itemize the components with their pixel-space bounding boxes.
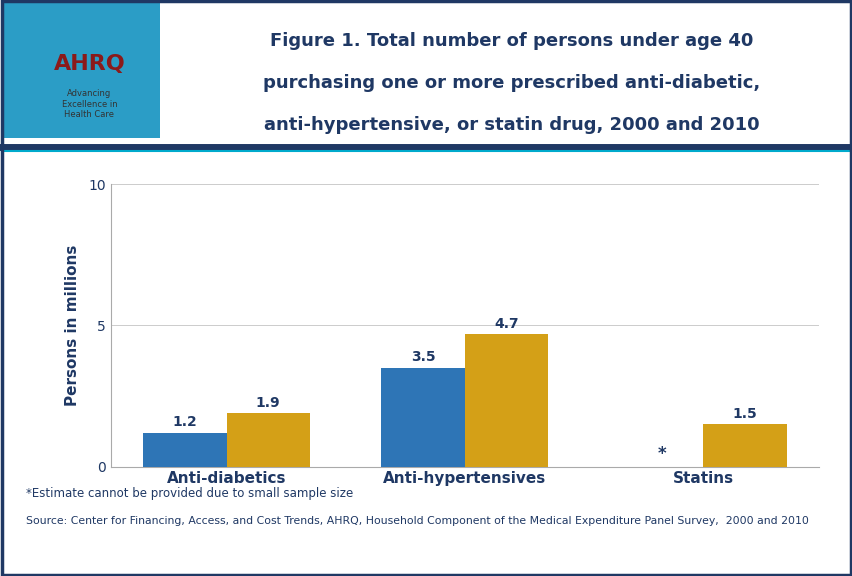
Text: purchasing one or more prescribed anti-diabetic,: purchasing one or more prescribed anti-d… — [263, 74, 759, 92]
Text: Figure 1. Total number of persons under age 40: Figure 1. Total number of persons under … — [270, 32, 752, 50]
Bar — [702, 424, 786, 467]
Bar — [381, 368, 464, 467]
Bar — [143, 433, 227, 467]
Text: 4.7: 4.7 — [493, 317, 518, 331]
Bar — [464, 334, 548, 467]
Text: 1.2: 1.2 — [172, 415, 197, 429]
Text: AHRQ: AHRQ — [54, 54, 125, 74]
Text: 1.9: 1.9 — [256, 396, 280, 410]
Text: Advancing
Excellence in
Health Care: Advancing Excellence in Health Care — [61, 89, 117, 119]
Text: *: * — [656, 445, 665, 463]
Text: anti-hypertensive, or statin drug, 2000 and 2010: anti-hypertensive, or statin drug, 2000 … — [263, 116, 759, 134]
Text: *Estimate cannot be provided due to small sample size: *Estimate cannot be provided due to smal… — [26, 487, 353, 500]
Legend: 2000, 2010: 2000, 2010 — [385, 107, 544, 135]
Y-axis label: Persons in millions: Persons in millions — [65, 245, 80, 406]
Text: Source: Center for Financing, Access, and Cost Trends, AHRQ, Household Component: Source: Center for Financing, Access, an… — [26, 516, 808, 525]
Text: 1.5: 1.5 — [732, 407, 757, 421]
Bar — [227, 413, 309, 467]
Text: 3.5: 3.5 — [411, 350, 435, 365]
